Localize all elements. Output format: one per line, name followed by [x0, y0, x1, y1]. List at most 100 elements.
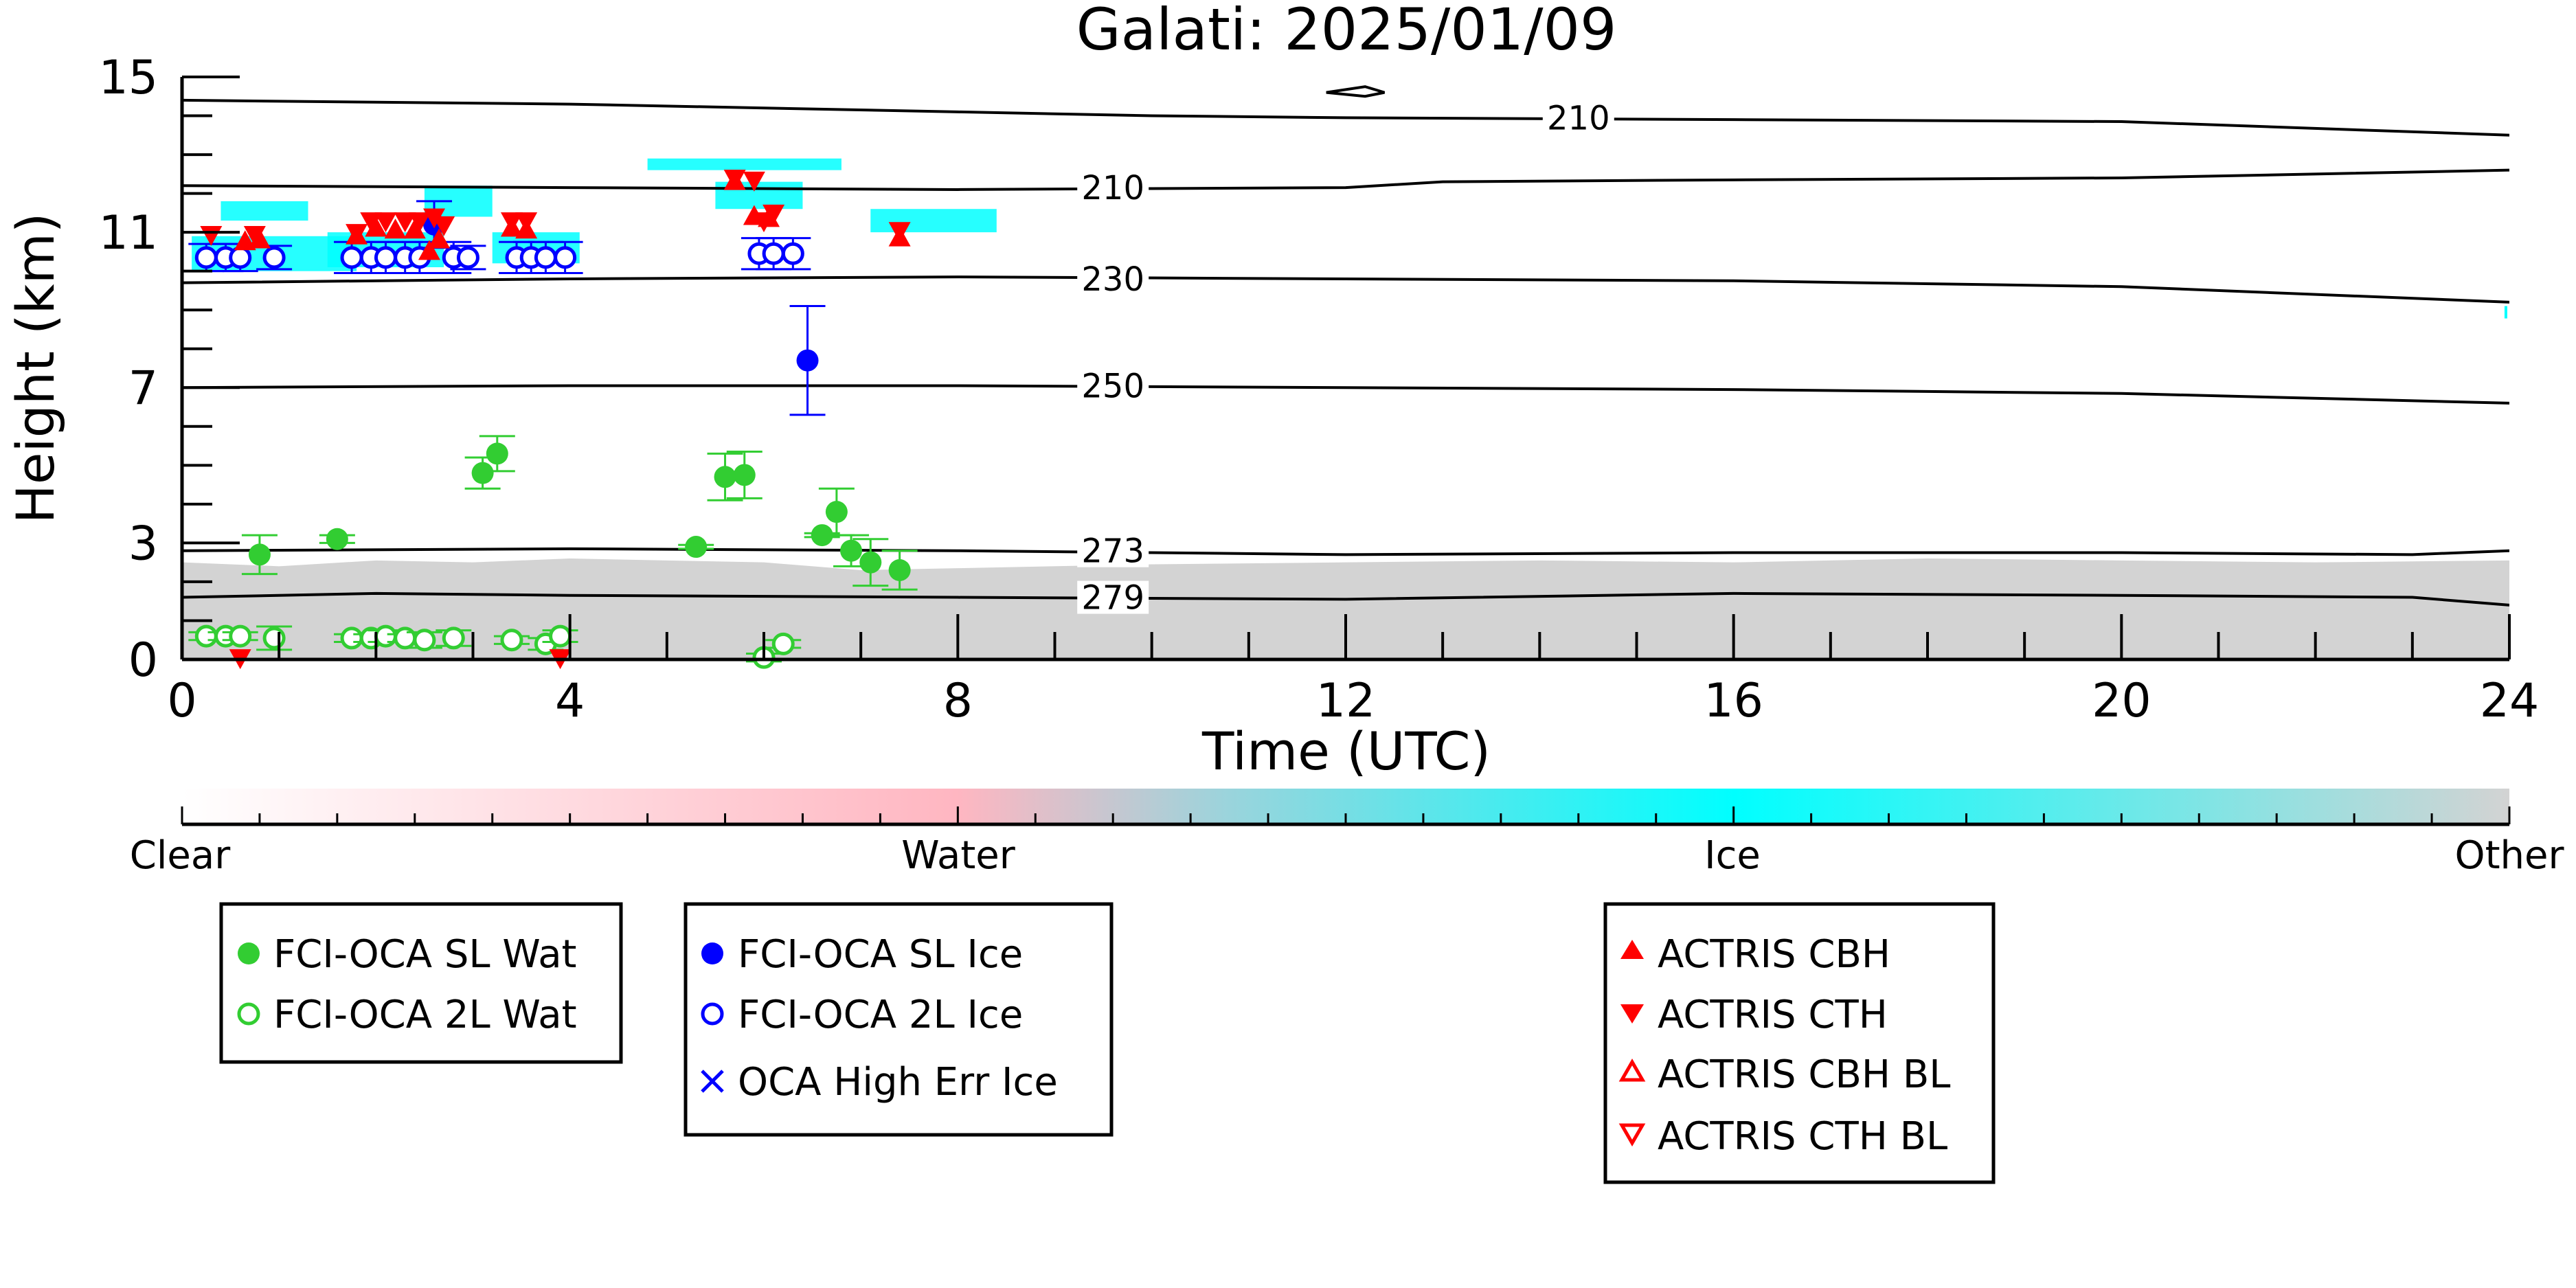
data-point [753, 212, 775, 233]
chart-title: Galati: 2025/01/09 [1076, 0, 1617, 63]
data-point [762, 204, 785, 225]
colorbar-label-other: Other [2454, 833, 2564, 878]
legend-label-2l-ice: FCI-OCA 2L Ice [738, 993, 1023, 1037]
y-axis-label: Height (km) [5, 213, 66, 524]
data-point [229, 246, 252, 269]
data-point [500, 212, 523, 233]
contour-label-279: 279 [1081, 579, 1144, 618]
data-point [554, 246, 577, 269]
ice-class-patch [870, 209, 997, 233]
data-point [888, 558, 911, 581]
x-tick-label: 0 [167, 674, 196, 728]
data-point [374, 212, 397, 233]
y-tick-label: 11 [98, 206, 158, 260]
data-point [403, 218, 426, 239]
legend-label-2l-wat: FCI-OCA 2L Wat [273, 993, 577, 1037]
contour-label-bg [1077, 534, 1149, 567]
x-axis-label: Time (UTC) [1201, 721, 1491, 782]
data-point [262, 626, 286, 650]
data-point [888, 222, 911, 242]
legend-label-cth: ACTRIS CTH [1658, 993, 1888, 1037]
data-point [418, 240, 440, 260]
x-tick-label: 16 [1704, 674, 1763, 728]
y-tick-label: 0 [128, 633, 158, 688]
legend-label-cbh-bl: ACTRIS CBH BL [1658, 1052, 1950, 1097]
data-point [360, 212, 383, 233]
ice-class-patch [221, 201, 308, 221]
data-point [248, 543, 271, 566]
legend-marker-2l-ice [701, 1002, 724, 1026]
data-point [340, 626, 363, 650]
contour-label-230: 230 [1081, 260, 1144, 299]
data-point [723, 169, 746, 190]
legend-marker-high-err-ice [701, 1070, 724, 1093]
contour-label-273: 273 [1081, 532, 1144, 571]
contour-closed-210 [1326, 85, 1386, 98]
y-tick-label: 15 [98, 51, 158, 105]
data-point [413, 629, 436, 652]
contour-label-210: 210 [1081, 169, 1144, 207]
contour-line-210 [182, 98, 2509, 137]
contour-line-250 [182, 384, 2509, 405]
legend-label-cbh: ACTRIS CBH [1658, 932, 1890, 977]
contour-line-210 [182, 168, 2509, 191]
legend-water-box [219, 902, 623, 1064]
contour-label-bg [1077, 171, 1149, 205]
data-point [534, 246, 557, 269]
legend-marker-sl-ice [701, 942, 723, 964]
legend-marker-cbh-bl [1618, 1058, 1646, 1082]
legend-marker-2l-wat [237, 1002, 260, 1026]
legend-water: FCI-OCA SL Wat FCI-OCA 2L Wat [219, 902, 623, 1064]
contour-line-279 [182, 591, 2509, 607]
legend-actris: ACTRIS CBH ACTRIS CTH ACTRIS CBH BL ACTR… [1603, 902, 1996, 1184]
x-tick-label: 20 [2092, 674, 2151, 728]
data-point [428, 228, 451, 249]
colorbar: Clear Water Ice Other [130, 789, 2564, 878]
legend-label-sl-ice: FCI-OCA SL Ice [738, 932, 1023, 977]
contour-label-bg [1542, 101, 1614, 135]
data-point [714, 466, 736, 488]
data-point [229, 624, 252, 648]
data-point [771, 632, 795, 655]
legend-marker-cbh [1620, 940, 1644, 959]
contour-line-273 [182, 547, 2509, 556]
legend-marker-cth [1620, 1004, 1644, 1024]
data-point [743, 171, 765, 192]
colorbar-label-ice: Ice [1704, 833, 1761, 878]
data-point [326, 528, 348, 550]
data-point [374, 246, 397, 269]
data-point [340, 246, 363, 269]
colorbar-label-clear: Clear [130, 833, 231, 878]
data-point [243, 225, 266, 246]
ice-class-patch [647, 158, 841, 170]
data-point [515, 212, 538, 233]
series-fci-oca-sl-ice [416, 200, 826, 416]
colorbar-ticks [181, 806, 2511, 826]
data-point [456, 246, 479, 269]
x-tick-label: 8 [943, 674, 973, 728]
data-point [471, 462, 494, 484]
data-point [194, 624, 218, 648]
contour-label-250: 250 [1081, 367, 1144, 405]
data-point [762, 242, 785, 265]
legend-label-cth-bl: ACTRIS CTH BL [1658, 1114, 1947, 1159]
data-point [194, 246, 218, 269]
legend-label-sl-wat: FCI-OCA SL Wat [273, 932, 577, 977]
x-tick-label: 4 [555, 674, 585, 728]
x-tick-label: 12 [1316, 674, 1376, 728]
x-tick-label: 24 [2480, 674, 2540, 728]
contour-line-230 [182, 275, 2509, 304]
legend-marker-sl-wat [238, 942, 260, 964]
contour-label-210: 210 [1547, 99, 1610, 137]
data-point [394, 212, 416, 233]
axes: 0 4 8 12 16 20 24 0 3 7 11 15 [98, 51, 2539, 728]
ice-class-patch [2504, 306, 2507, 319]
data-point [442, 626, 465, 650]
colorbar-label-water: Water [901, 833, 1016, 878]
contour-label-bg [1077, 580, 1149, 614]
data-point [408, 212, 431, 233]
data-point [840, 539, 863, 562]
y-tick-label: 7 [128, 361, 158, 416]
series-actris-cth [200, 169, 911, 670]
